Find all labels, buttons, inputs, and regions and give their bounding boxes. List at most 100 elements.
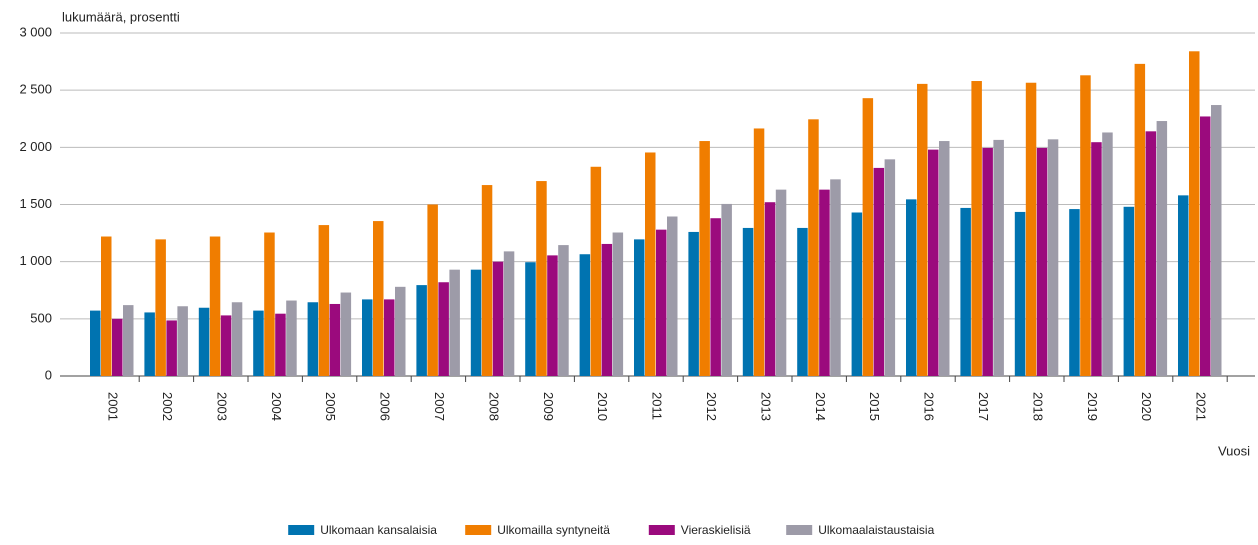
bar: [1178, 195, 1189, 376]
x-tick-label: 2005: [323, 392, 338, 421]
bar: [1025, 82, 1037, 377]
bar: [612, 232, 624, 376]
bar: [645, 152, 656, 376]
bar: [1080, 75, 1091, 376]
x-tick-label: 2001: [106, 392, 121, 421]
bar: [971, 81, 982, 377]
bar: [873, 167, 885, 376]
bar: [601, 243, 613, 376]
bar: [253, 310, 264, 376]
bar: [492, 261, 504, 376]
y-tick-label: 2 500: [19, 82, 52, 97]
y-tick-label: 2 000: [19, 139, 52, 154]
x-tick-label: 2014: [813, 392, 828, 421]
bar: [1014, 211, 1026, 376]
bar: [590, 166, 602, 376]
bar: [1102, 132, 1113, 376]
bar: [656, 229, 667, 376]
bar: [960, 207, 971, 376]
legend-swatch: [648, 525, 675, 535]
bar: [318, 225, 330, 376]
legend-label: Vieraskielisiä: [681, 523, 751, 537]
bar: [220, 315, 232, 376]
bar: [362, 299, 373, 376]
bar: [753, 128, 765, 376]
bar: [536, 181, 547, 376]
bar: [928, 149, 939, 376]
bar: [177, 306, 188, 376]
bar: [710, 218, 721, 376]
legend-label: Ulkomailla syntyneitä: [497, 523, 610, 537]
y-tick-label: 1 500: [19, 196, 52, 211]
bar: [286, 300, 297, 376]
bar: [634, 239, 645, 376]
bar: [231, 302, 243, 376]
bar: [808, 119, 819, 377]
bar: [275, 313, 286, 376]
bar: [917, 83, 928, 377]
bar: [764, 202, 776, 376]
x-tick-label: 2012: [704, 392, 719, 421]
x-tick-label: 2006: [378, 392, 393, 421]
x-tick-label: 2004: [269, 392, 284, 421]
x-tick-label: 2016: [922, 392, 937, 421]
bar: [155, 239, 166, 376]
bar: [481, 185, 493, 376]
bar: [438, 282, 449, 376]
bar: [579, 254, 591, 376]
bar: [90, 310, 101, 376]
x-tick-label: 2009: [541, 392, 556, 421]
bar: [1091, 142, 1102, 376]
bar: [264, 232, 275, 376]
bar: [1069, 209, 1080, 376]
bar: [884, 159, 896, 376]
bar: [775, 189, 787, 376]
bar: [101, 236, 112, 376]
bar: [667, 216, 678, 376]
bar: [558, 245, 569, 376]
bar: [939, 141, 950, 376]
bar: [307, 302, 319, 376]
legend-swatch: [786, 525, 813, 535]
bar: [416, 285, 427, 376]
y-axis-title: lukumäärä, prosentti: [62, 9, 180, 24]
bar: [503, 251, 515, 376]
bar: [1047, 139, 1059, 376]
x-axis-title: Vuosi: [1218, 443, 1250, 458]
bar: [688, 231, 699, 376]
y-tick-label: 3 000: [19, 24, 52, 39]
bar: [198, 307, 210, 376]
legend-swatch: [288, 525, 315, 535]
bar: [209, 236, 221, 376]
bar: [1211, 105, 1222, 376]
bar: [1134, 63, 1146, 377]
legend-label: Ulkomaalaistaustaisia: [818, 523, 934, 537]
bar: [993, 139, 1004, 376]
bar: [862, 98, 874, 377]
x-tick-label: 2002: [160, 392, 175, 421]
bar: [373, 221, 384, 376]
bar: [449, 269, 460, 376]
bar: [1189, 51, 1200, 376]
bar: [166, 320, 177, 376]
x-tick-label: 2018: [1030, 392, 1045, 421]
x-tick-label: 2010: [595, 392, 610, 421]
bar: [395, 286, 406, 376]
bar: [329, 303, 341, 376]
bar: [699, 141, 710, 376]
x-tick-label: 2011: [650, 392, 665, 420]
bar: [742, 227, 754, 376]
bar: [982, 147, 993, 376]
bar: [427, 204, 438, 376]
legend-swatch: [465, 525, 492, 535]
x-tick-label: 2015: [867, 392, 882, 421]
bar: [851, 212, 863, 376]
bar: [1145, 131, 1157, 376]
y-tick-label: 1 000: [19, 253, 52, 268]
bar: [830, 179, 841, 376]
bar: [1123, 206, 1135, 376]
x-tick-label: 2003: [214, 392, 229, 421]
bar: [525, 262, 536, 376]
bar: [470, 269, 482, 376]
